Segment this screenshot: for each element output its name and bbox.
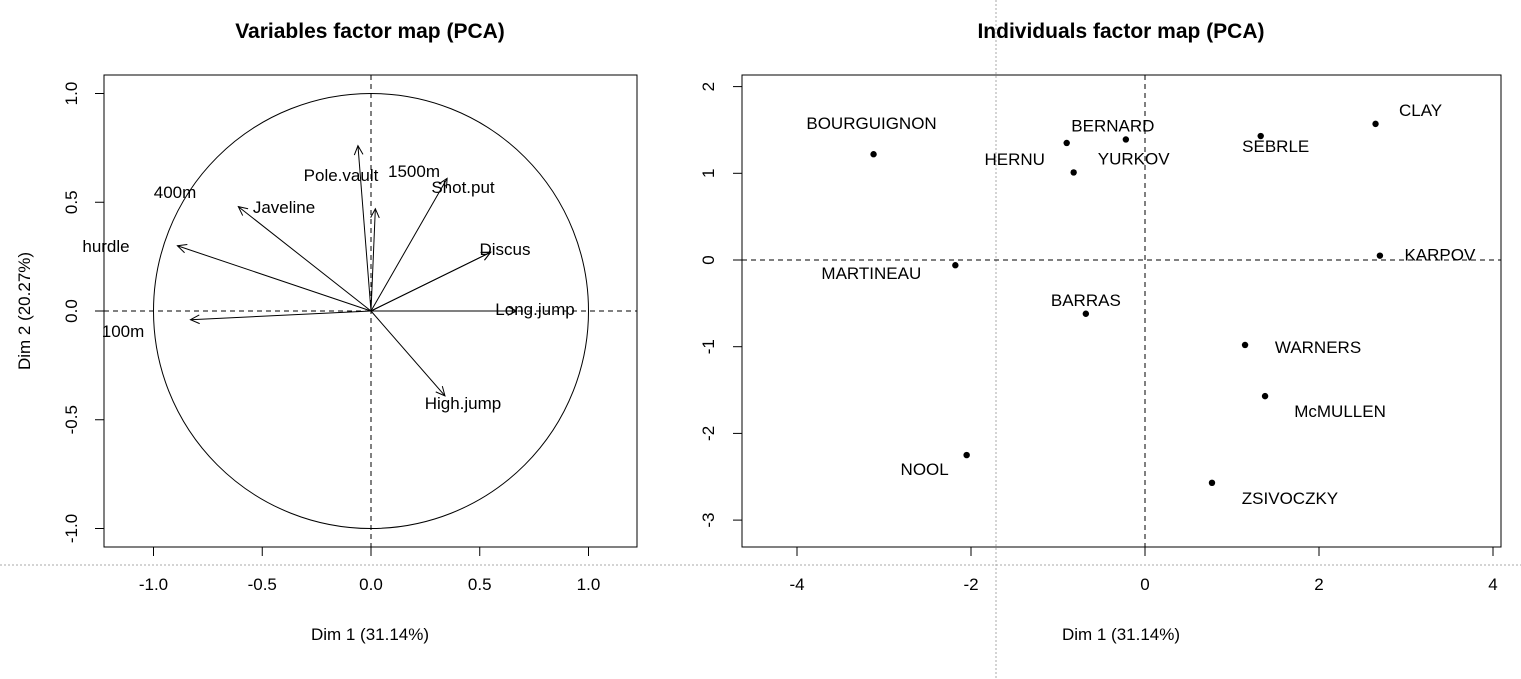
chart-title: Individuals factor map (PCA)	[977, 20, 1264, 43]
y-tick-label: 1.0	[62, 82, 81, 106]
individual-label: YURKOV	[1098, 149, 1170, 168]
variable-arrow-400m	[238, 206, 372, 312]
individual-point	[1208, 479, 1216, 487]
variable-arrow-pole-vault	[357, 145, 372, 312]
arrow-head	[370, 207, 380, 219]
x-tick-label: -0.5	[248, 575, 277, 594]
x-tick-label: -4	[789, 575, 804, 594]
individual-point	[1063, 139, 1070, 147]
variables-factor-map-panel: Variables factor map (PCA) -1.0 -0.5 0.0 0.…	[15, 20, 638, 644]
variable-arrow-1500m	[370, 178, 448, 312]
arrow-head	[176, 244, 188, 254]
y-tick-label: 0.0	[62, 299, 81, 323]
variable-label: 1500m	[388, 162, 440, 181]
x-tick-label: 4	[1488, 575, 1497, 594]
individual-label: NOOL	[901, 460, 949, 479]
individual-label: SEBRLE	[1242, 137, 1309, 156]
y-axis-ticks: -3 -2 -1 0 1 2	[699, 82, 743, 528]
individual-label: BARRAS	[1051, 291, 1121, 310]
arrow-head	[438, 177, 448, 189]
individual-point	[1257, 132, 1264, 140]
y-tick-label: 0	[699, 255, 718, 264]
x-tick-label: 1.0	[577, 575, 601, 594]
variable-label: 400m	[154, 183, 197, 202]
arrow-head	[189, 314, 200, 325]
chart-title: Variables factor map (PCA)	[235, 20, 505, 43]
variable-label: Javeline	[253, 198, 315, 217]
y-tick-label: -2	[699, 426, 718, 441]
individual-label: HERNU	[984, 150, 1044, 169]
individual-label: ZSIVOCZKY	[1242, 489, 1338, 508]
variable-arrow-javeline	[370, 208, 376, 312]
y-tick-label: 2	[699, 82, 718, 91]
individual-point	[1376, 252, 1384, 259]
y-axis-label: Dim 2 (20.27%)	[15, 252, 34, 370]
arrow-head	[480, 251, 492, 261]
variable-label: Pole.vault	[304, 166, 379, 185]
x-tick-label: -2	[963, 575, 978, 594]
individual-label: McMULLEN	[1294, 402, 1386, 421]
variable-arrow-100m	[190, 310, 372, 321]
individual-label: BERNARD	[1071, 116, 1154, 135]
variable-label: Discus	[479, 240, 530, 259]
y-tick-label: -1	[699, 339, 718, 354]
individuals-factor-map-panel: Individuals factor map (PCA) -4 -2 0 2 4 -3-…	[699, 20, 1502, 644]
individual-point	[1372, 120, 1379, 128]
individual-point	[963, 451, 970, 459]
arrow-head	[507, 306, 518, 316]
y-axis-ticks: -1.0 -0.5 0.0 0.5 1.0	[62, 82, 105, 543]
x-tick-label: 0.0	[359, 575, 383, 594]
individual-label: BOURGUIGNON	[806, 114, 936, 133]
variable-arrow-hurdle	[177, 245, 372, 312]
x-axis-label: Dim 1 (31.14%)	[311, 625, 429, 644]
x-tick-label: -1.0	[139, 575, 168, 594]
y-tick-label: -1.0	[62, 514, 81, 543]
x-axis-label: Dim 1 (31.14%)	[1062, 625, 1180, 644]
individual-point	[1241, 341, 1249, 349]
variable-label: Long.jump	[495, 300, 574, 319]
individual-points: CLAY SEBRLE BERNARD HERNU YURKOV BOURGUIGNON K…	[806, 101, 1476, 508]
arrow-head	[353, 144, 364, 156]
individual-label: CLAY	[1399, 101, 1442, 120]
y-tick-label: 0.5	[62, 190, 81, 214]
arrow-head	[237, 205, 249, 216]
individual-point	[1070, 169, 1077, 176]
arrow-head	[435, 386, 446, 397]
variable-arrow-high-jump	[370, 310, 446, 397]
individual-point	[1261, 392, 1269, 400]
y-tick-label: -3	[699, 513, 718, 528]
x-axis-ticks: -4 -2 0 2 4	[789, 546, 1498, 594]
individual-point	[1122, 136, 1130, 143]
x-tick-label: 0	[1140, 575, 1149, 594]
variable-label: 100m	[102, 322, 145, 341]
variable-label: hurdle	[82, 237, 129, 256]
x-axis-ticks: -1.0 -0.5 0.0 0.5 1.0	[139, 546, 601, 594]
individual-point	[1082, 310, 1090, 317]
y-tick-label: -0.5	[62, 405, 81, 434]
individual-point	[870, 151, 877, 158]
individual-label: KARPOV	[1404, 246, 1476, 265]
variable-label: Shot.put	[431, 178, 495, 197]
individual-label: MARTINEAU	[821, 264, 921, 283]
plot-area-frame	[741, 74, 1502, 548]
variable-arrow-discus	[370, 251, 491, 312]
x-tick-label: 2	[1314, 575, 1323, 594]
x-tick-label: 0.5	[468, 575, 492, 594]
variable-label: High.jump	[425, 394, 502, 413]
y-tick-label: 1	[699, 169, 718, 178]
individual-label: WARNERS	[1275, 338, 1361, 357]
individual-point	[952, 262, 959, 269]
